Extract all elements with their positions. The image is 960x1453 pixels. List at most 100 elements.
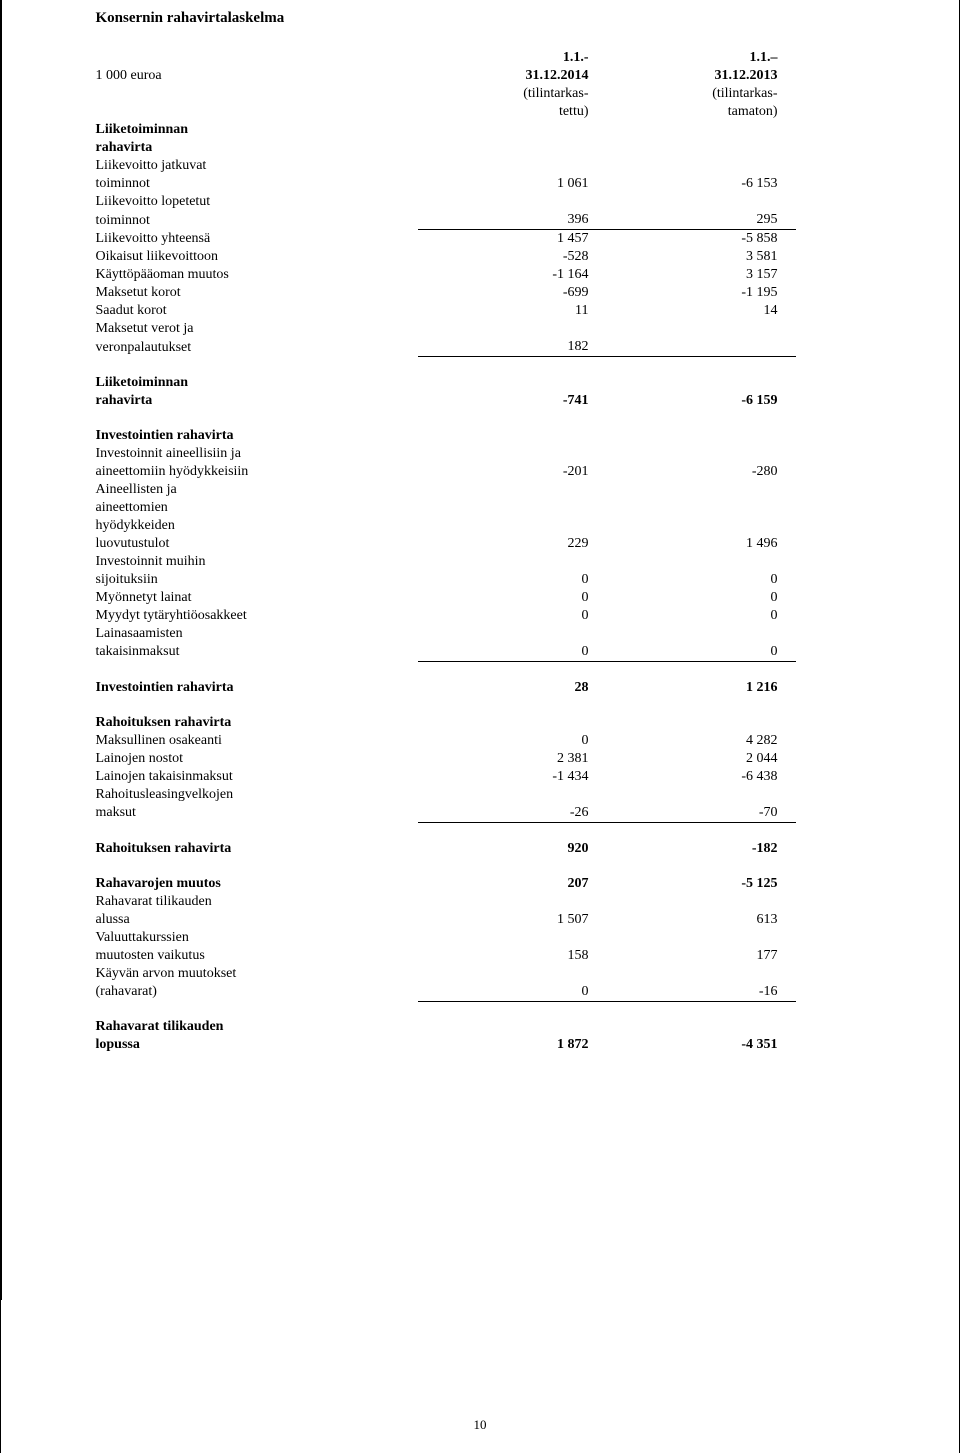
cash-row1-v1: 1 507 — [418, 911, 607, 929]
op-row3-v2: -5 858 — [607, 230, 796, 249]
op-total-b: rahavirta — [96, 392, 418, 410]
col2-date: 31.12.2013 — [607, 67, 796, 85]
op-row4: Oikaisut liikevoittoon — [96, 248, 418, 266]
fin-total-v1: 920 — [418, 822, 607, 858]
col1-sub1: (tilintarkas- — [418, 85, 607, 103]
col1-period-top: 1.1.- — [418, 49, 607, 67]
fin-row1: Maksullinen osakeanti — [96, 732, 418, 750]
inv-row1b: aineettomiin hyödykkeisiin — [96, 463, 418, 481]
inv-row3-v1: 0 — [418, 571, 607, 589]
op-row8b: veronpalautukset — [96, 338, 418, 357]
header-row-3: (tilintarkas- (tilintarkas- — [96, 85, 796, 103]
fin-row1-v1: 0 — [418, 732, 607, 750]
op-row4-v1: -528 — [418, 248, 607, 266]
col2-sub2: tamaton) — [607, 103, 796, 121]
op-row2-v2: 295 — [607, 211, 796, 230]
inv-row3a: Investoinnit muihin — [96, 553, 418, 571]
col2-period-top: 1.1.– — [607, 49, 796, 67]
inv-row2b: aineettomien — [96, 499, 418, 517]
inv-row4-v2: 0 — [607, 589, 796, 607]
fin-row4a: Rahoitusleasingvelkojen — [96, 786, 418, 804]
col1-sub2: tettu) — [418, 103, 607, 121]
fin-row1-v2: 4 282 — [607, 732, 796, 750]
op-row2a: Liikevoitto lopetetut — [96, 193, 418, 211]
currency-label: 1 000 euroa — [96, 67, 418, 85]
cash-end-v1: 1 872 — [418, 1036, 607, 1054]
fin-row4-v1: -26 — [418, 804, 607, 823]
op-row5-v2: 3 157 — [607, 266, 796, 284]
inv-row6b: takaisinmaksut — [96, 643, 418, 662]
statement-table: 1.1.- 1.1.– 1 000 euroa 31.12.2014 31.12… — [96, 49, 796, 1054]
op-row2b: toiminnot — [96, 211, 418, 230]
inv-row2-v2: 1 496 — [607, 535, 796, 553]
op-row7-v2: 14 — [607, 302, 796, 320]
op-total-a: Liiketoiminnan — [96, 357, 418, 392]
inv-row4: Myönnetyt lainat — [96, 589, 418, 607]
op-row7-v1: 11 — [418, 302, 607, 320]
op-row1-v2: -6 153 — [607, 175, 796, 193]
inv-row1-v2: -280 — [607, 463, 796, 481]
inv-row1a: Investoinnit aineellisiin ja — [96, 445, 418, 463]
cash-row3-v2: -16 — [607, 983, 796, 1002]
inv-row5-v2: 0 — [607, 607, 796, 625]
cash-end-b: lopussa — [96, 1036, 418, 1054]
cash-row2-v2: 177 — [607, 947, 796, 965]
inv-total-v2: 1 216 — [607, 661, 796, 697]
inv-row6a: Lainasaamisten — [96, 625, 418, 643]
cash-end-a: Rahavarat tilikauden — [96, 1001, 418, 1036]
inv-row3b: sijoituksiin — [96, 571, 418, 589]
inv-row5: Myydyt tytäryhtiöosakkeet — [96, 607, 418, 625]
header-row-2: 1 000 euroa 31.12.2014 31.12.2013 — [96, 67, 796, 85]
inv-section-header: Investointien rahavirta — [96, 410, 418, 445]
inv-row6-v1: 0 — [418, 643, 607, 662]
fin-total: Rahoituksen rahavirta — [96, 822, 418, 858]
cash-row1b: alussa — [96, 911, 418, 929]
op-row5-v1: -1 164 — [418, 266, 607, 284]
cash-row3b: (rahavarat) — [96, 983, 418, 1002]
fin-row2-v1: 2 381 — [418, 750, 607, 768]
cash-row1a: Rahavarat tilikauden — [96, 893, 418, 911]
fin-row4-v2: -70 — [607, 804, 796, 823]
op-row5: Käyttöpääoman muutos — [96, 266, 418, 284]
op-row1b: toiminnot — [96, 175, 418, 193]
inv-row6-v2: 0 — [607, 643, 796, 662]
inv-row1-v1: -201 — [418, 463, 607, 481]
inv-row4-v1: 0 — [418, 589, 607, 607]
cash-row2b: muutosten vaikutus — [96, 947, 418, 965]
inv-row3-v2: 0 — [607, 571, 796, 589]
col2-sub1: (tilintarkas- — [607, 85, 796, 103]
cash-row2-v1: 158 — [418, 947, 607, 965]
cash-change-v1: 207 — [418, 858, 607, 893]
cash-change-v2: -5 125 — [607, 858, 796, 893]
document-title: Konsernin rahavirtalaskelma — [96, 10, 796, 27]
header-row-4: tettu) tamaton) — [96, 103, 796, 121]
op-total-v2: -6 159 — [607, 392, 796, 410]
op-row2-v1: 396 — [418, 211, 607, 230]
op-row7: Saadut korot — [96, 302, 418, 320]
header-row-1: 1.1.- 1.1.– — [96, 49, 796, 67]
fin-row3-v1: -1 434 — [418, 768, 607, 786]
op-row8-v1: 182 — [418, 338, 607, 357]
op-row3: Liikevoitto yhteensä — [96, 230, 418, 249]
content-area: Konsernin rahavirtalaskelma 1.1.- 1.1.– … — [56, 0, 856, 1054]
op-total-v1: -741 — [418, 392, 607, 410]
fin-total-v2: -182 — [607, 822, 796, 858]
op-section-header-a: Liiketoiminnan — [96, 121, 418, 139]
fin-row2-v2: 2 044 — [607, 750, 796, 768]
cash-row3-v1: 0 — [418, 983, 607, 1002]
op-row8a: Maksetut verot ja — [96, 320, 418, 338]
inv-row2a: Aineellisten ja — [96, 481, 418, 499]
left-margin-column — [1, 0, 52, 1300]
op-row6: Maksetut korot — [96, 284, 418, 302]
cash-end-v2: -4 351 — [607, 1036, 796, 1054]
cash-row2a: Valuuttakurssien — [96, 929, 418, 947]
op-row8-v2 — [607, 338, 796, 357]
inv-total: Investointien rahavirta — [96, 661, 418, 697]
op-row3-v1: 1 457 — [418, 230, 607, 249]
op-section-header-b: rahavirta — [96, 139, 418, 157]
cash-row3a: Käyvän arvon muutokset — [96, 965, 418, 983]
col1-date: 31.12.2014 — [418, 67, 607, 85]
op-row4-v2: 3 581 — [607, 248, 796, 266]
op-row1-v1: 1 061 — [418, 175, 607, 193]
inv-total-v1: 28 — [418, 661, 607, 697]
